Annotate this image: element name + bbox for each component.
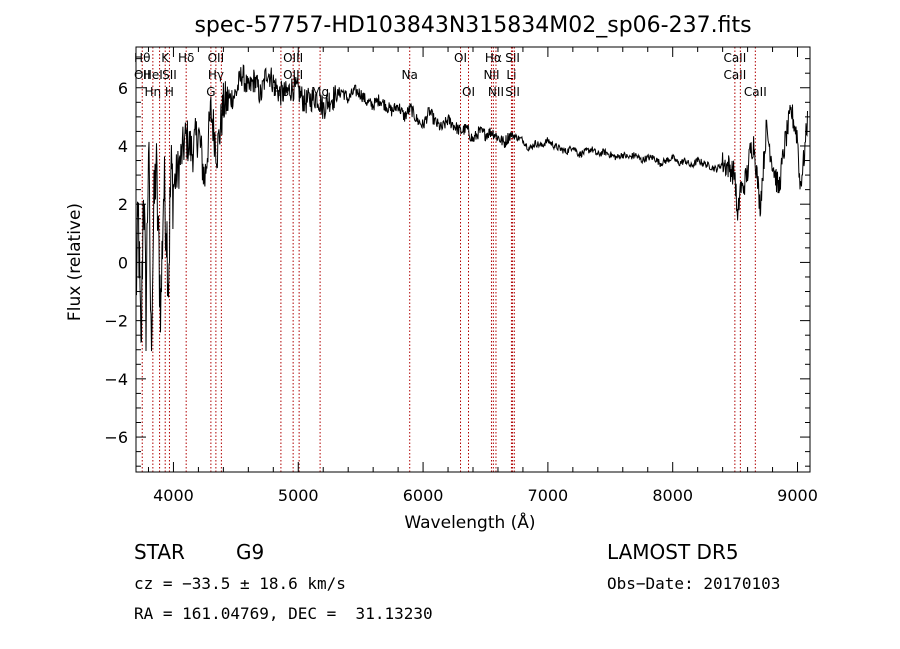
spectral-line-label: Hγ: [208, 68, 224, 82]
spectral-line-label: NII: [488, 85, 504, 99]
chart-title: spec-57757-HD103843N315834M02_sp06-237.f…: [194, 13, 751, 38]
spectral-line-label: G: [206, 85, 215, 99]
object-class: STAR: [134, 540, 185, 564]
spectral-line-label: H: [165, 85, 174, 99]
observation-date: Obs−Date: 20170103: [607, 574, 781, 593]
y-tick-label: 0: [118, 253, 128, 272]
spectral-line-label: CaII: [723, 51, 746, 65]
spectral-line-markers: HθOIIHeIHηKSIIHHδGOIIHγHβOIIIOIIIMgNaOIO…: [134, 47, 767, 472]
redshift-velocity: cz = −33.5 ± 18.6 km/s: [134, 574, 346, 593]
spectral-line-label: SII: [162, 68, 177, 82]
spectral-line-label: K: [161, 51, 170, 65]
spectral-line-label: OI: [462, 85, 475, 99]
spectral-line-label: HeI: [143, 68, 163, 82]
x-tick-label: 9000: [777, 486, 818, 505]
spectral-line-label: Hα: [485, 51, 502, 65]
y-tick-label: 6: [118, 79, 128, 98]
plot-frame: [135, 46, 811, 473]
ra-dec-coordinates: RA = 161.04769, DEC = 31.13230: [134, 604, 433, 623]
spectral-line-label: Hδ: [178, 51, 194, 65]
spectral-line-label: CaII: [744, 85, 767, 99]
x-axis-label: Wavelength (Å): [404, 511, 535, 533]
spectral-line-label: SII: [505, 51, 520, 65]
spectral-line-label: CaII: [723, 68, 746, 82]
x-tick-label: 6000: [403, 486, 444, 505]
spectral-line-label: Na: [402, 68, 418, 82]
y-axis-label: Flux (relative): [65, 203, 85, 321]
spectral-line-label: OI: [454, 51, 467, 65]
y-tick-label: 4: [118, 137, 128, 156]
axis-ticks: 4000 5000 6000 7000 8000 9000 −6 −4 −2 0 2 4 6: [104, 47, 818, 505]
y-tick-label: 2: [118, 195, 128, 214]
spectral-line-label: OIII: [283, 51, 303, 65]
spectral-line-label: Hη: [145, 85, 162, 99]
y-tick-label: −6: [104, 428, 128, 447]
survey-name: LAMOST DR5: [607, 540, 739, 564]
spectral-line-label: OII: [134, 68, 151, 82]
x-tick-label: 5000: [278, 486, 319, 505]
x-tick-label: 4000: [153, 486, 194, 505]
x-tick-label: 8000: [652, 486, 693, 505]
spectral-line-label: OIII: [283, 68, 303, 82]
spectral-line-label: Li: [506, 68, 516, 82]
y-tick-label: −2: [104, 312, 128, 331]
spectral-line-label: Hθ: [134, 51, 150, 65]
spectral-line-label: OII: [208, 51, 225, 65]
spectral-line-label: SII: [505, 85, 520, 99]
y-tick-label: −4: [104, 370, 128, 389]
x-tick-label: 7000: [528, 486, 569, 505]
spectrum-series: [135, 64, 808, 352]
object-subclass: G9: [236, 540, 265, 564]
spectrum-line: [135, 64, 808, 352]
spectral-line-label: NII: [483, 68, 499, 82]
